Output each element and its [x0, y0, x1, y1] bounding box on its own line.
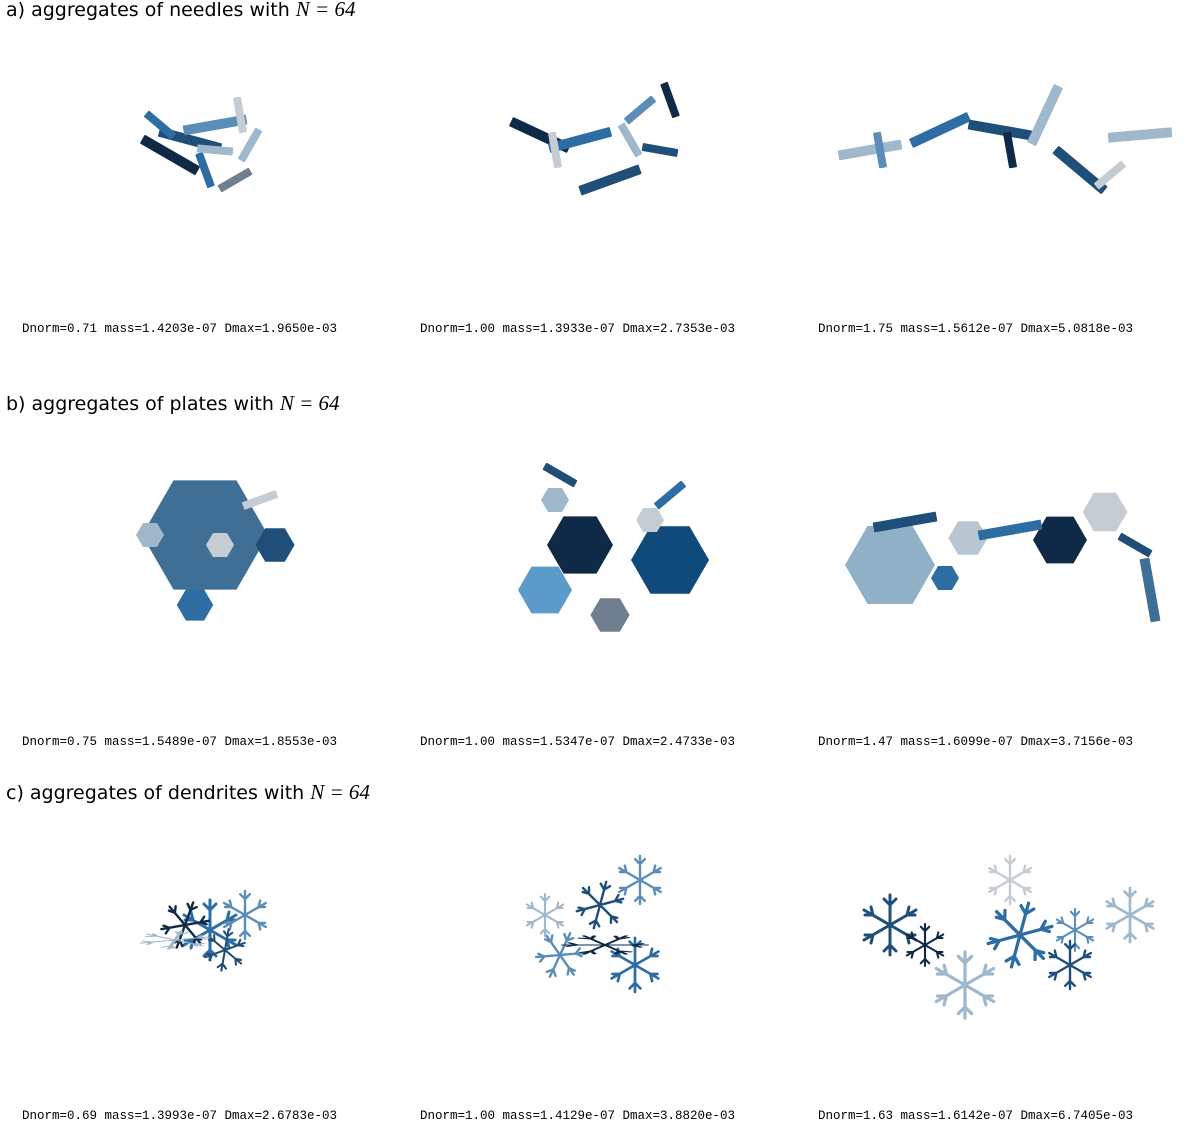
caption: Dnorm=1.00 mass=1.3933e-07 Dmax=2.7353e-… [420, 322, 735, 336]
needle [908, 111, 972, 149]
section-label: a) aggregates of needles with [6, 0, 290, 21]
plate [631, 526, 709, 594]
dendrite-aggregate [128, 889, 267, 975]
plate [518, 566, 572, 614]
plate [590, 598, 630, 632]
plate [1139, 557, 1161, 623]
dendrite [982, 894, 1058, 976]
needle [967, 119, 1033, 141]
section-math: N = 64 [279, 391, 340, 415]
plate [1082, 492, 1128, 532]
section-math: N = 64 [295, 0, 356, 21]
dendrite [862, 893, 918, 957]
plate [1117, 532, 1153, 558]
dendrite-aggregate [525, 854, 662, 994]
dendrite [572, 875, 628, 935]
needle-aggregate [508, 81, 680, 196]
dendrite [905, 922, 945, 968]
plate [931, 566, 959, 590]
plate-aggregate [136, 480, 295, 621]
plate [977, 519, 1043, 541]
plate [547, 516, 613, 574]
section-math: N = 64 [309, 780, 370, 804]
dendrite [618, 854, 662, 906]
plate-aggregate [845, 492, 1161, 623]
section-label: b) aggregates of plates with [6, 393, 274, 415]
caption: Dnorm=1.47 mass=1.6099e-07 Dmax=3.7156e-… [818, 735, 1133, 749]
plate [845, 526, 935, 604]
plate [653, 480, 687, 510]
needle [1107, 127, 1173, 143]
needle [660, 81, 680, 119]
dendrite [934, 950, 996, 1020]
needle [617, 122, 643, 158]
needle [641, 142, 679, 158]
plate [541, 488, 569, 512]
dendrite [529, 923, 591, 987]
dendrite-aggregate [862, 854, 1155, 1020]
needle [837, 139, 903, 161]
dendrite [1047, 939, 1093, 991]
needle [1093, 160, 1127, 190]
needle [1026, 83, 1064, 147]
needle-aggregate [837, 83, 1173, 195]
caption: Dnorm=0.75 mass=1.5489e-07 Dmax=1.8553e-… [22, 735, 337, 749]
caption: Dnorm=1.75 mass=1.5612e-07 Dmax=5.0818e-… [818, 322, 1133, 336]
plate [176, 589, 214, 621]
dendrite [1105, 886, 1155, 944]
dendrite [525, 892, 565, 938]
needle [578, 164, 642, 196]
caption: Dnorm=0.71 mass=1.4203e-07 Dmax=1.9650e-… [22, 322, 337, 336]
dendrite [222, 889, 267, 941]
needle [217, 167, 253, 193]
needle [623, 95, 657, 125]
section-label: c) aggregates of dendrites with [6, 782, 304, 804]
caption: Dnorm=1.63 mass=1.6142e-07 Dmax=6.7405e-… [818, 1109, 1133, 1123]
caption: Dnorm=0.69 mass=1.3993e-07 Dmax=2.6783e-… [22, 1109, 337, 1123]
dendrite [988, 854, 1033, 906]
needle-aggregate [139, 96, 263, 193]
plate [542, 462, 578, 488]
caption: Dnorm=1.00 mass=1.4129e-07 Dmax=3.8820e-… [420, 1109, 735, 1123]
plate-aggregate [518, 462, 709, 632]
caption: Dnorm=1.00 mass=1.5347e-07 Dmax=2.4733e-… [420, 735, 735, 749]
